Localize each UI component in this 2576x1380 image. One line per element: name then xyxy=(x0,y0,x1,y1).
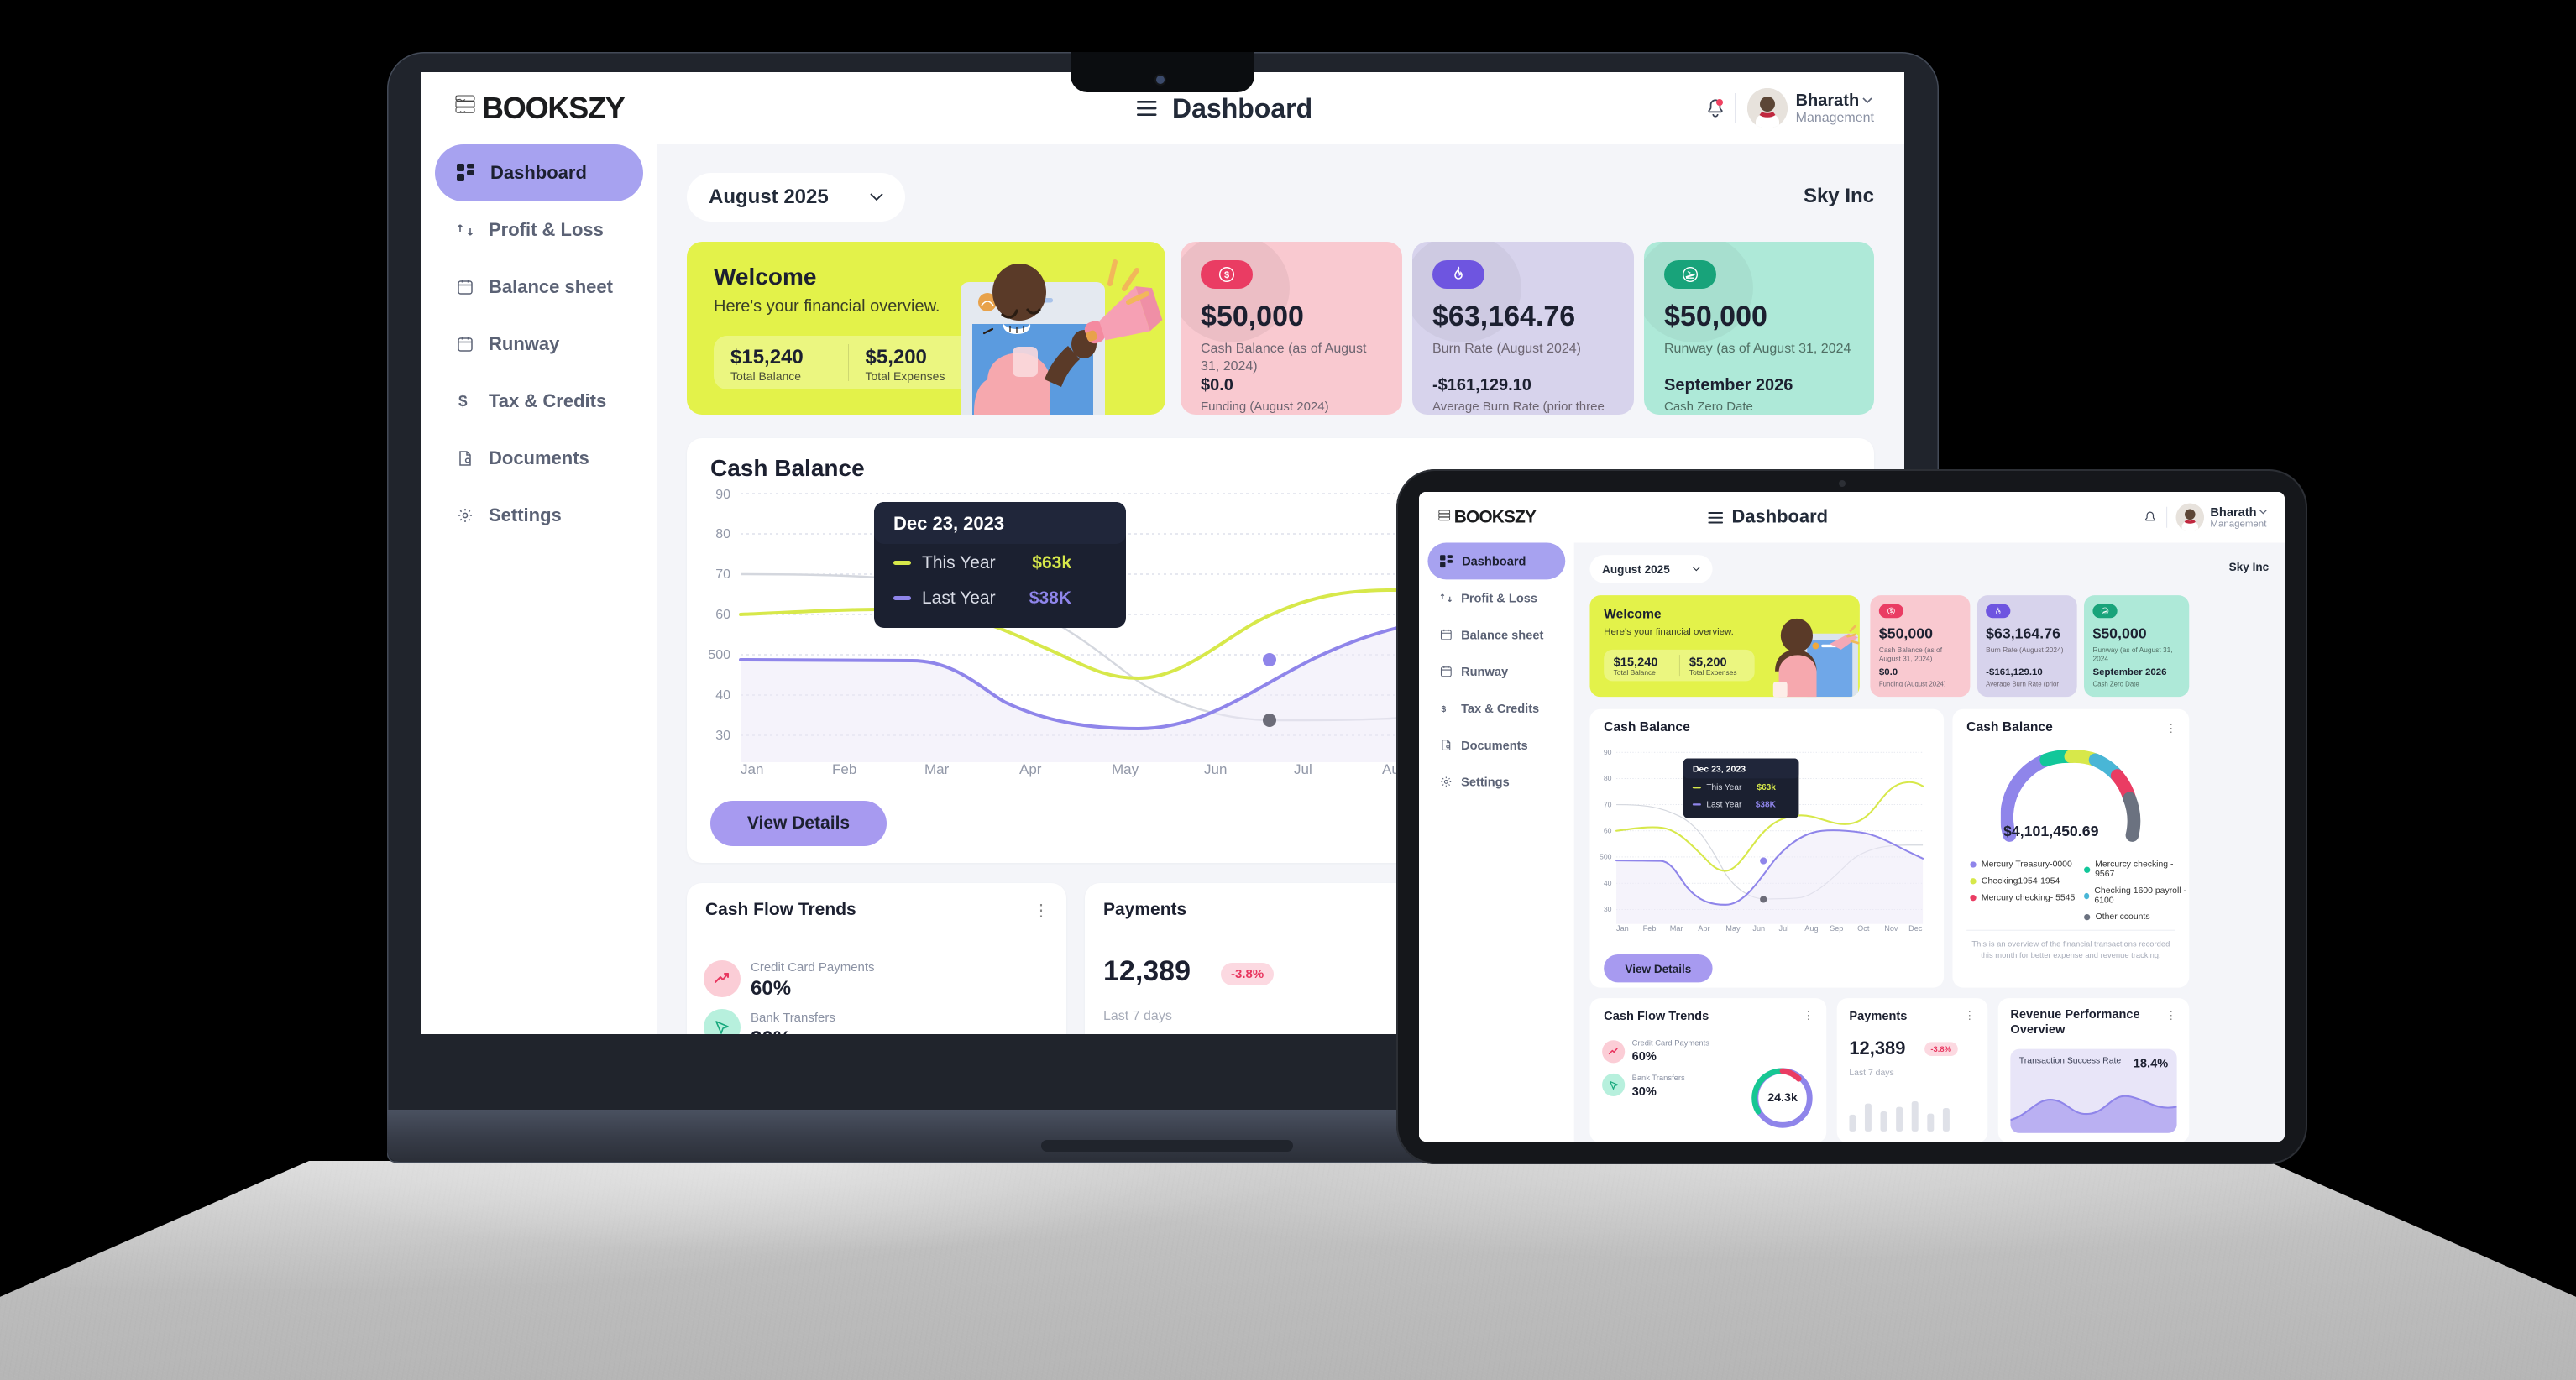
svg-text:60: 60 xyxy=(1604,827,1612,835)
svg-text:80: 80 xyxy=(715,527,730,541)
svg-text:Feb: Feb xyxy=(832,761,856,777)
svg-text:$38K: $38K xyxy=(1029,588,1071,608)
svg-text:40: 40 xyxy=(1604,879,1612,887)
svg-text:May: May xyxy=(1112,761,1139,777)
svg-text:Dec 23, 2023: Dec 23, 2023 xyxy=(1693,765,1746,775)
svg-text:$38K: $38K xyxy=(1756,800,1777,809)
svg-text:Mar: Mar xyxy=(924,761,950,777)
svg-text:70: 70 xyxy=(1604,800,1612,808)
svg-text:$: $ xyxy=(458,393,468,410)
svg-text:Last Year: Last Year xyxy=(922,588,996,608)
svg-text:70: 70 xyxy=(715,567,730,582)
svg-text:90: 90 xyxy=(715,488,730,502)
svg-text:500: 500 xyxy=(1600,853,1612,861)
svg-text:90: 90 xyxy=(1604,748,1612,756)
svg-text:This Year: This Year xyxy=(922,553,996,572)
svg-text:Feb: Feb xyxy=(1643,924,1657,933)
svg-text:Mar: Mar xyxy=(1670,924,1683,933)
svg-text:Nov: Nov xyxy=(1884,924,1898,933)
svg-text:Jan: Jan xyxy=(741,761,763,777)
svg-text:Aug: Aug xyxy=(1804,924,1818,933)
svg-text:Apr: Apr xyxy=(1019,761,1042,777)
svg-text:Apr: Apr xyxy=(1698,924,1709,933)
svg-text:$: $ xyxy=(1442,705,1447,714)
svg-text:$: $ xyxy=(1890,609,1893,614)
svg-text:Jul: Jul xyxy=(1294,761,1312,777)
svg-text:Jul: Jul xyxy=(1779,924,1789,933)
svg-text:Dec 23, 2023: Dec 23, 2023 xyxy=(893,513,1004,534)
svg-text:May: May xyxy=(1725,924,1741,933)
svg-text:This Year: This Year xyxy=(1706,783,1742,792)
svg-text:80: 80 xyxy=(1604,774,1612,782)
svg-text:Dec: Dec xyxy=(1908,924,1923,933)
svg-text:30: 30 xyxy=(715,729,730,743)
svg-text:30: 30 xyxy=(1604,905,1612,913)
svg-text:$: $ xyxy=(1224,270,1229,280)
svg-text:$63k: $63k xyxy=(1757,783,1776,792)
svg-text:Sep: Sep xyxy=(1830,924,1843,933)
svg-text:Jun: Jun xyxy=(1752,924,1765,933)
svg-text:500: 500 xyxy=(708,648,730,662)
svg-text:Jan: Jan xyxy=(1616,924,1629,933)
svg-text:60: 60 xyxy=(715,608,730,622)
svg-text:Oct: Oct xyxy=(1857,924,1870,933)
svg-text:$63k: $63k xyxy=(1032,553,1071,572)
svg-text:Jun: Jun xyxy=(1204,761,1227,777)
svg-text:24.3k: 24.3k xyxy=(1767,1091,1798,1105)
svg-text:40: 40 xyxy=(715,688,730,703)
svg-text:Last Year: Last Year xyxy=(1706,800,1742,809)
